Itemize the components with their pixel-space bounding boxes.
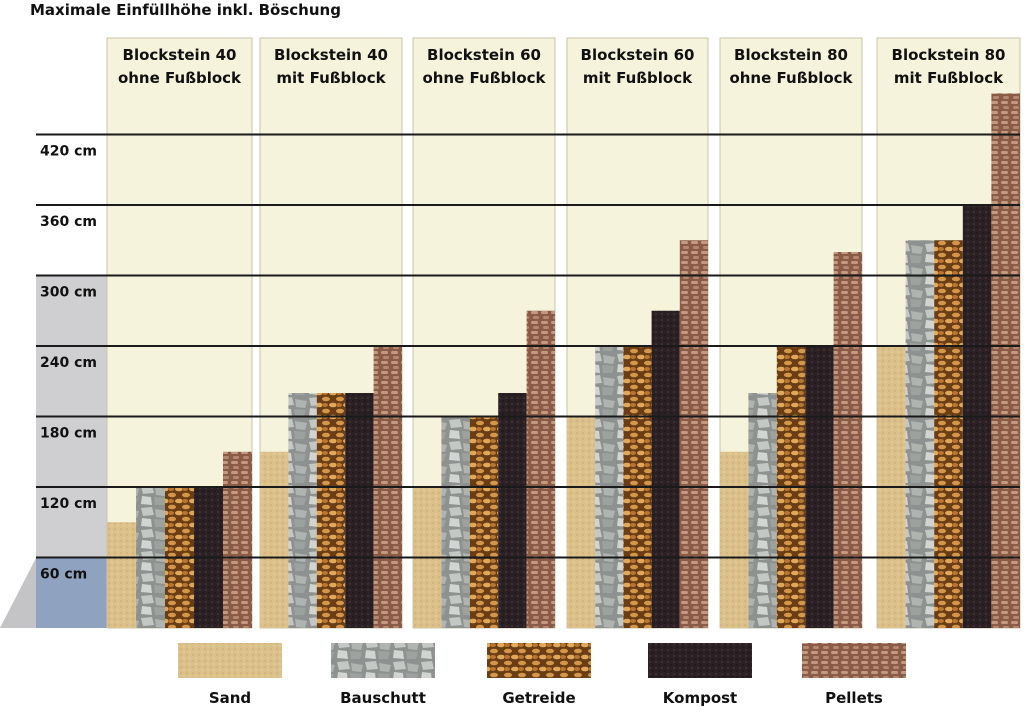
y-tick-label: 300 cm <box>40 285 97 301</box>
legend-label: Sand <box>209 689 251 707</box>
legend-label: Bauschutt <box>340 689 426 707</box>
category-label: mit Fußblock <box>894 69 1004 87</box>
foot-block <box>36 558 107 628</box>
category-label: mit Fußblock <box>276 69 386 87</box>
bar-bauschutt <box>441 416 470 628</box>
category-label: Blockstein 80 <box>892 46 1006 64</box>
legend-swatch-sand <box>178 643 282 678</box>
y-tick-label: 360 cm <box>40 214 97 230</box>
legend-swatch-bauschutt <box>331 643 435 678</box>
legend-label: Pellets <box>825 689 883 707</box>
category-label: ohne Fußblock <box>118 69 242 87</box>
chart-title: Maximale Einfüllhöhe inkl. Böschung <box>30 1 341 19</box>
category-label: ohne Fußblock <box>729 69 853 87</box>
bar-kompost <box>345 393 374 628</box>
y-tick-label: 180 cm <box>40 426 97 442</box>
bar-getreide <box>469 416 499 628</box>
y-tick-label: 120 cm <box>40 496 97 512</box>
legend-label: Kompost <box>663 689 737 707</box>
bar-bauschutt <box>288 393 317 628</box>
bar-pellets <box>526 310 555 628</box>
category-label: Blockstein 60 <box>427 46 541 64</box>
category-label: Blockstein 80 <box>734 46 848 64</box>
legend-swatch-pellets <box>802 643 906 678</box>
bar-pellets <box>679 240 708 628</box>
y-tick-label: 240 cm <box>40 355 97 371</box>
bar-pellets <box>991 93 1020 628</box>
legend-swatch-getreide <box>487 643 591 678</box>
bar-pellets <box>223 451 252 628</box>
category-label: ohne Fußblock <box>422 69 546 87</box>
bar-sand <box>107 522 136 628</box>
bar-pellets <box>833 252 862 628</box>
category-label: Blockstein 40 <box>123 46 237 64</box>
legend-label: Getreide <box>502 689 575 707</box>
bar-bauschutt <box>905 240 935 628</box>
bar-kompost <box>651 310 680 628</box>
y-tick-label: 60 cm <box>40 567 87 583</box>
category-label: mit Fußblock <box>583 69 693 87</box>
bar-sand <box>720 451 749 628</box>
foot-slope-left <box>0 558 36 628</box>
bar-kompost <box>498 393 527 628</box>
bar-bauschutt <box>748 393 777 628</box>
bar-sand <box>260 451 289 628</box>
bar-sand <box>567 416 596 628</box>
legend-swatch-kompost <box>648 643 752 678</box>
bar-getreide <box>934 240 963 628</box>
bar-getreide <box>316 393 346 628</box>
y-tick-label: 420 cm <box>40 144 97 160</box>
category-label: Blockstein 40 <box>274 46 388 64</box>
category-label: Blockstein 60 <box>581 46 695 64</box>
